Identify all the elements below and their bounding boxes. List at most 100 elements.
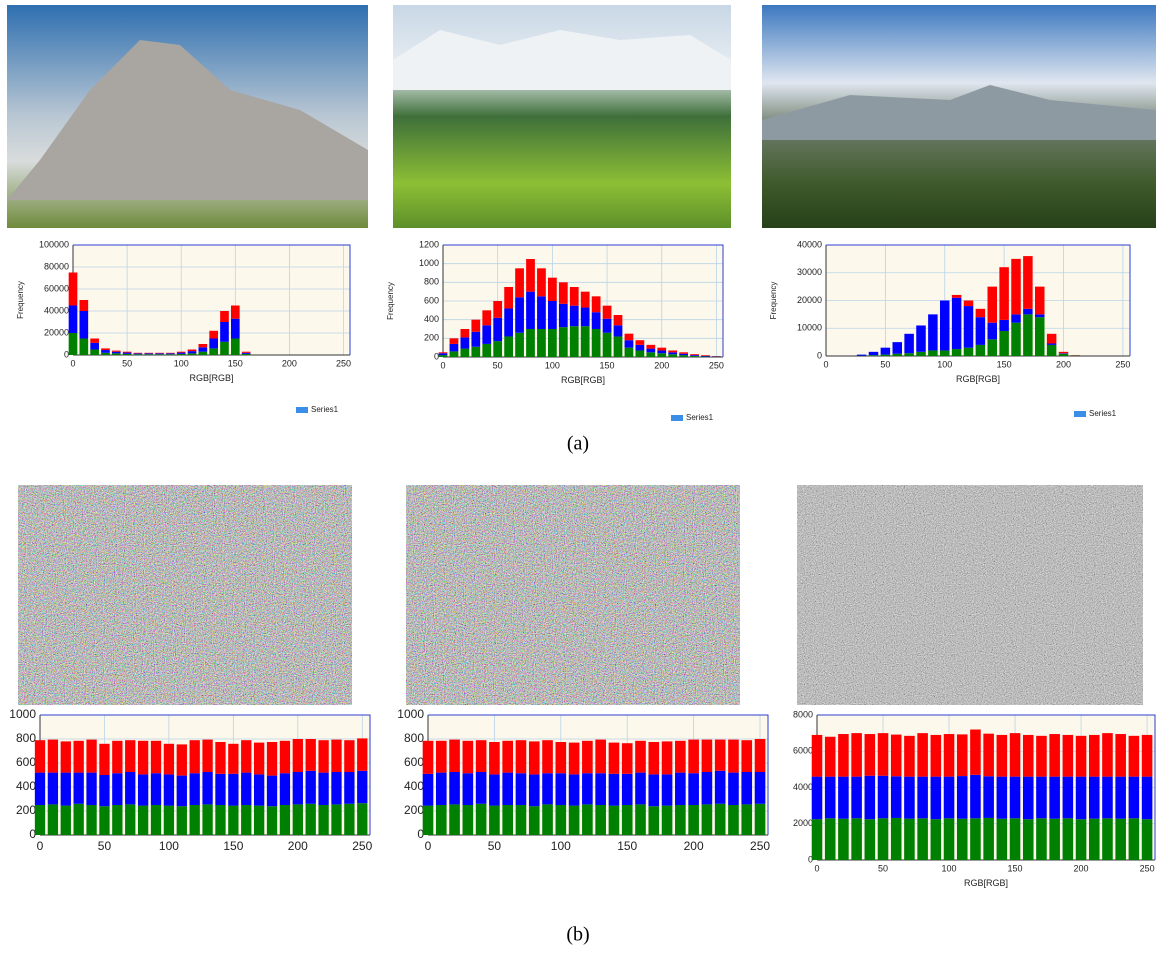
bar-segment bbox=[702, 772, 713, 804]
bar-segment bbox=[155, 353, 164, 354]
bar-segment bbox=[983, 818, 994, 860]
x-tick-label: 250 bbox=[352, 839, 372, 853]
bar-segment bbox=[280, 773, 290, 805]
bar-segment bbox=[463, 805, 474, 835]
bar-segment bbox=[556, 773, 567, 805]
bar-segment bbox=[581, 292, 590, 308]
bar-segment bbox=[609, 743, 620, 774]
bar-segment bbox=[331, 740, 341, 772]
bar-segment bbox=[542, 740, 553, 773]
bar-segment bbox=[548, 278, 557, 301]
bar-segment bbox=[957, 776, 968, 819]
bar-segment bbox=[635, 773, 646, 805]
bar-segment bbox=[293, 804, 303, 835]
y-axis-label: Frequency bbox=[386, 282, 395, 320]
bar-segment bbox=[280, 805, 290, 835]
y-tick-label: 20000 bbox=[797, 295, 822, 305]
bar-segment bbox=[657, 348, 666, 351]
bar-segment bbox=[1023, 309, 1033, 315]
bar-segment bbox=[74, 804, 84, 835]
bar-segment bbox=[463, 741, 474, 773]
bar-segment bbox=[690, 354, 699, 355]
x-tick-label: 200 bbox=[282, 358, 297, 368]
bar-segment bbox=[86, 740, 96, 773]
bar-segment bbox=[254, 774, 264, 805]
y-tick-label: 30000 bbox=[797, 267, 822, 277]
bar-segment bbox=[357, 803, 367, 835]
bar-segment bbox=[220, 322, 229, 342]
bar-segment bbox=[1047, 345, 1057, 356]
bar-segment bbox=[1063, 818, 1074, 860]
y-tick-label: 800 bbox=[424, 277, 439, 287]
bar-segment bbox=[1049, 734, 1060, 777]
bar-segment bbox=[537, 329, 546, 357]
bar-segment bbox=[970, 775, 981, 819]
bar-segment bbox=[944, 734, 955, 777]
bar-segment bbox=[662, 774, 673, 805]
bar-segment bbox=[542, 804, 553, 835]
bar-segment bbox=[449, 772, 460, 804]
bar-segment bbox=[344, 772, 354, 804]
x-tick-label: 50 bbox=[878, 863, 888, 873]
bar-segment bbox=[869, 352, 879, 355]
legend-swatch bbox=[296, 407, 308, 413]
bar-segment bbox=[164, 774, 174, 805]
bar-segment bbox=[1047, 344, 1057, 345]
bar-segment bbox=[101, 348, 110, 350]
bar-segment bbox=[1102, 733, 1113, 777]
bar-segment bbox=[999, 320, 1009, 331]
bar-segment bbox=[983, 776, 994, 818]
bar-segment bbox=[357, 738, 367, 770]
bar-segment bbox=[851, 733, 862, 777]
bar-segment bbox=[1115, 819, 1126, 860]
bar-segment bbox=[166, 353, 175, 354]
x-tick-label: 0 bbox=[823, 359, 828, 369]
bar-segment bbox=[1102, 777, 1113, 819]
bar-segment bbox=[228, 774, 238, 806]
bar-segment bbox=[134, 353, 143, 354]
bar-segment bbox=[904, 819, 915, 860]
bar-segment bbox=[1089, 735, 1100, 777]
bar-segment bbox=[125, 804, 135, 835]
bar-segment bbox=[755, 804, 766, 835]
bar-segment bbox=[976, 317, 986, 345]
x-tick-label: 150 bbox=[228, 358, 243, 368]
bar-segment bbox=[916, 352, 926, 356]
bar-segment bbox=[306, 739, 316, 771]
x-tick-label: 0 bbox=[440, 360, 445, 370]
bar-segment bbox=[242, 353, 251, 354]
bar-segment bbox=[48, 740, 58, 773]
bar-segment bbox=[559, 304, 568, 327]
y-tick-label: 0 bbox=[817, 350, 822, 360]
y-tick-label: 800 bbox=[404, 731, 424, 745]
bar-segment bbox=[199, 344, 208, 347]
bar-segment bbox=[79, 300, 88, 311]
bar-segment bbox=[1115, 777, 1126, 819]
bar-segment bbox=[112, 741, 122, 773]
bar-segment bbox=[838, 777, 849, 819]
x-tick-label: 150 bbox=[1008, 863, 1023, 873]
bar-segment bbox=[504, 287, 513, 308]
bar-segment bbox=[188, 350, 197, 352]
bar-segment bbox=[582, 741, 593, 773]
x-tick-label: 250 bbox=[1115, 359, 1130, 369]
bar-segment bbox=[242, 352, 251, 353]
bar-segment bbox=[79, 339, 88, 356]
bar-segment bbox=[741, 772, 752, 804]
bar-segment bbox=[202, 804, 212, 835]
bar-segment bbox=[529, 741, 540, 774]
bar-segment bbox=[728, 740, 739, 773]
bar-segment bbox=[559, 282, 568, 303]
bar-segment bbox=[582, 804, 593, 835]
bar-segment bbox=[851, 818, 862, 860]
bar-segment bbox=[997, 819, 1008, 860]
bar-segment bbox=[344, 740, 354, 772]
bar-segment bbox=[1063, 735, 1074, 777]
bar-segment bbox=[964, 348, 974, 356]
y-tick-label: 600 bbox=[404, 755, 424, 769]
bar-segment bbox=[74, 773, 84, 804]
bar-segment bbox=[280, 741, 290, 773]
bar-segment bbox=[917, 777, 928, 819]
bar-segment bbox=[646, 345, 655, 349]
